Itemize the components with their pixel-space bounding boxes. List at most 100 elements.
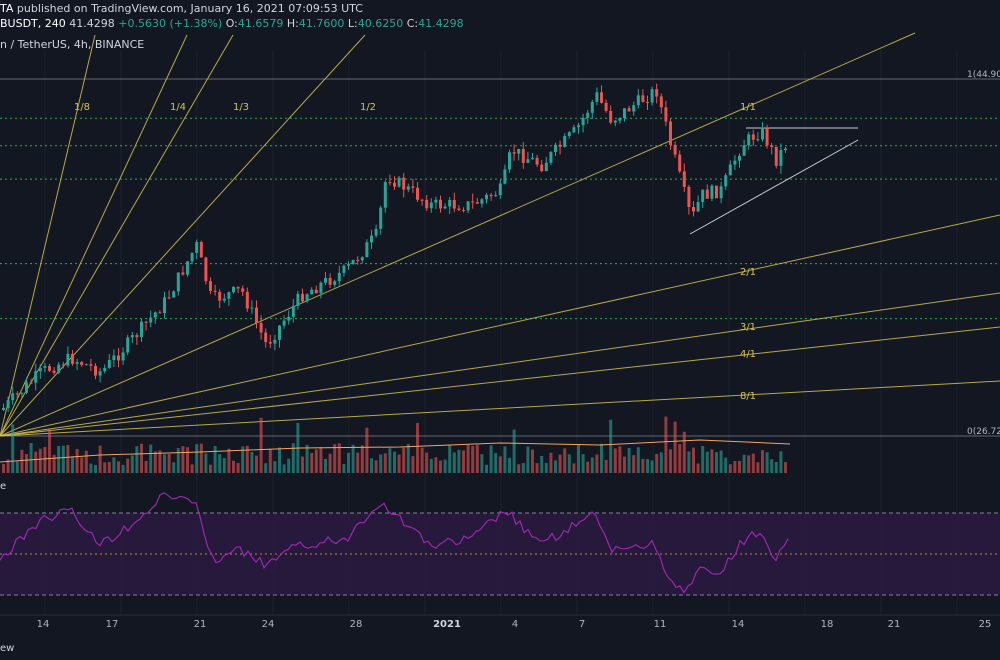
candle-body — [604, 102, 608, 111]
candle-body — [715, 185, 718, 199]
volume-bar — [218, 454, 222, 473]
volume-bar — [319, 447, 323, 473]
volume-bar — [84, 450, 88, 473]
volume-bar — [195, 444, 199, 473]
candle-body — [434, 199, 438, 203]
candle-body — [650, 89, 654, 103]
candle-body — [34, 371, 38, 383]
volume-bar — [471, 446, 475, 473]
candle-body — [710, 185, 714, 199]
volume-bar — [687, 451, 691, 473]
volume-bar — [710, 449, 714, 473]
gann-fan-line — [0, 292, 1000, 437]
volume-bar — [15, 461, 19, 473]
candle-body — [572, 127, 576, 133]
candle-body — [567, 132, 571, 137]
candle-body — [558, 144, 562, 147]
volume-bar — [682, 431, 686, 473]
candle-body — [439, 199, 442, 209]
volume-bar — [264, 463, 268, 473]
candle-body — [140, 321, 143, 338]
volume-bar — [728, 464, 732, 473]
candle-body — [646, 101, 649, 103]
candle-body — [664, 107, 668, 122]
volume-bar — [742, 454, 746, 473]
gann-fan-line — [0, 34, 366, 437]
volume-bar — [756, 462, 760, 473]
candle-body — [71, 353, 74, 364]
volume-bar — [209, 464, 212, 473]
candle-body — [163, 297, 166, 314]
candle-body — [172, 291, 176, 298]
volume-bar — [705, 451, 709, 473]
candle-body — [517, 148, 521, 154]
volume-bar — [29, 443, 33, 473]
volume-bar — [213, 445, 217, 473]
gann-fan-line — [0, 34, 96, 437]
volume-bar — [337, 443, 341, 473]
volume-bar — [475, 444, 479, 473]
volume-bar — [650, 460, 654, 473]
volume-bar — [199, 443, 203, 473]
volume-bar — [333, 444, 337, 473]
candle-body — [393, 182, 396, 187]
volume-bar — [503, 446, 507, 473]
volume-bar — [420, 447, 424, 473]
volume-bar — [774, 461, 778, 473]
candle-body — [512, 152, 516, 154]
volume-bar — [636, 447, 640, 473]
candle-body — [443, 206, 447, 209]
candle-body — [6, 400, 10, 408]
volume-bar — [535, 463, 539, 473]
candle-body — [761, 127, 764, 140]
candle-body — [733, 160, 737, 165]
gann-fan-line — [0, 326, 1000, 437]
volume-bar — [480, 454, 484, 473]
candle-body — [296, 293, 300, 306]
volume-bar — [383, 453, 387, 473]
candle-body — [176, 272, 180, 292]
candles-group — [2, 83, 787, 413]
candle-body — [503, 169, 507, 184]
candle-body — [623, 108, 626, 118]
candle-body — [153, 312, 157, 318]
candle-body — [342, 265, 346, 273]
candle-body — [190, 252, 194, 262]
candle-body — [356, 259, 360, 261]
volume-bar — [577, 444, 580, 473]
candle-body — [416, 187, 419, 200]
volume-bar — [402, 447, 406, 473]
time-axis-tick-label: 7 — [579, 619, 585, 630]
candle-body — [678, 154, 682, 172]
volume-bar — [20, 449, 24, 473]
candle-body — [75, 362, 79, 364]
time-axis-tick-label: 2021 — [433, 619, 461, 630]
candle-body — [66, 353, 70, 366]
candle-body — [103, 367, 107, 372]
candle-body — [29, 382, 33, 384]
volume-bar — [761, 450, 764, 473]
candle-body — [268, 342, 272, 344]
candle-body — [402, 177, 406, 190]
candle-body — [351, 259, 355, 265]
volume-bar — [747, 455, 751, 473]
volume-bar — [673, 421, 677, 473]
volume-bar — [485, 464, 488, 473]
candle-body — [526, 159, 530, 163]
volume-bar — [379, 454, 383, 473]
chart-header: TA published on TradingView.com, January… — [0, 2, 363, 15]
candle-body — [687, 186, 691, 208]
close-value: 41.4298 — [418, 17, 464, 30]
time-axis-tick-label: 18 — [821, 619, 834, 630]
gann-fan-label: 3/1 — [740, 322, 756, 333]
volume-bar — [590, 457, 594, 473]
candle-body — [213, 290, 217, 292]
volume-bar — [452, 452, 456, 473]
candle-body — [310, 289, 314, 295]
candle-body — [751, 134, 755, 140]
candle-body — [448, 199, 452, 207]
candle-body — [370, 235, 373, 243]
candle-body — [581, 117, 585, 126]
candle-body — [406, 186, 410, 190]
